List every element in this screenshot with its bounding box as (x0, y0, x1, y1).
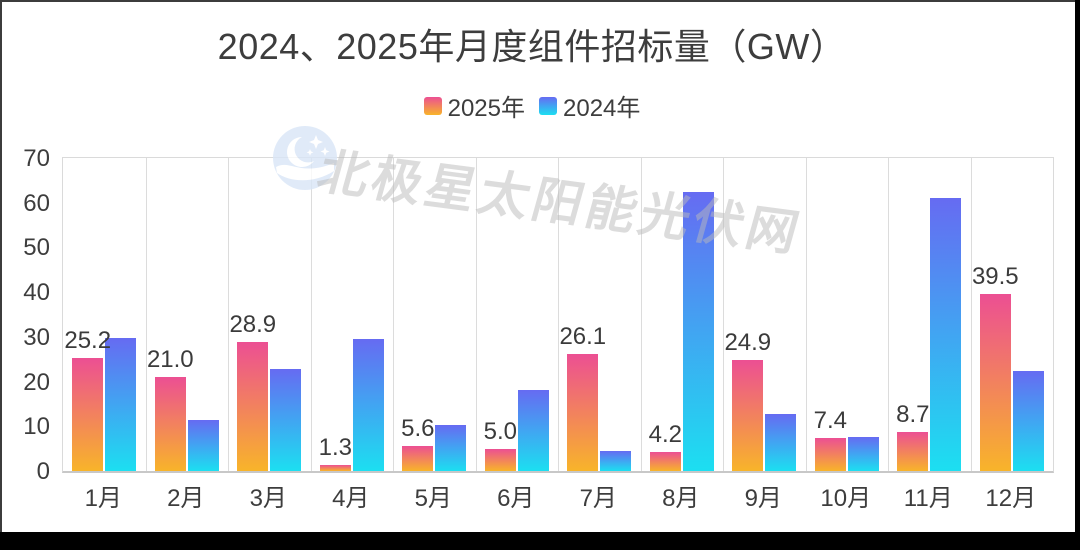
bar-2024 (930, 198, 962, 471)
bar-2025 (814, 437, 846, 471)
bar-2025 (154, 377, 186, 471)
legend: 2025年 2024年 (2, 88, 1062, 123)
x-axis-label: 8月 (662, 485, 700, 512)
y-axis-label: 30 (23, 323, 50, 351)
bar-2024 (517, 389, 549, 471)
y-axis-label: 40 (23, 279, 50, 307)
bar-2025 (649, 452, 681, 471)
legend-item-2024: 2024年 (539, 88, 640, 123)
bar-value-label: 5.6 (401, 415, 435, 442)
y-axis-label: 10 (23, 413, 50, 441)
bar-2024 (105, 337, 137, 471)
bar-value-label: 25.2 (64, 327, 112, 355)
bar-2025 (484, 448, 516, 471)
x-axis-label: 1月 (84, 485, 122, 512)
chart-title: 2024、2025年月度组件招标量（GW） (217, 26, 847, 67)
y-axis-label: 50 (23, 234, 50, 262)
legend-swatch-2025 (423, 96, 442, 115)
x-axis-label: 9月 (744, 485, 782, 512)
gridline (805, 158, 807, 471)
x-axis: 1月 2月 3月 4月 5月 6月 7月 8月 9月 10月 11月 12月 (62, 485, 1054, 515)
bar-value-label: 28.9 (229, 310, 277, 338)
gridline (310, 158, 312, 471)
gridline (970, 158, 972, 471)
gridline (475, 158, 477, 471)
x-axis-label: 4月 (332, 485, 370, 512)
bar-2024 (270, 369, 302, 471)
bar-2025 (897, 432, 929, 471)
bar-value-label: 21.0 (146, 346, 194, 374)
bar-2024 (352, 338, 384, 471)
bar-2025 (567, 354, 599, 471)
legend-label-2025: 2025年 (447, 95, 525, 122)
bar-value-label: 5.0 (483, 417, 517, 445)
x-axis-label: 10月 (820, 485, 872, 512)
bar-value-label: 7.4 (813, 406, 847, 434)
gridline (723, 158, 724, 471)
bar-value-label: 4.2 (648, 421, 682, 449)
gridline (888, 158, 889, 471)
x-axis-label: 5月 (414, 485, 452, 512)
y-axis: 0 10 20 30 40 50 60 70 (2, 146, 50, 485)
y-axis-label: 70 (23, 145, 50, 172)
bar-2024 (682, 191, 714, 471)
x-axis-label: 2月 (167, 485, 205, 512)
bar-2025 (732, 359, 764, 471)
bar-value-label: 8.7 (896, 401, 930, 429)
bar-2025 (979, 294, 1011, 471)
x-axis-label: 6月 (497, 485, 535, 512)
x-axis-label: 11月 (903, 485, 953, 512)
legend-swatch-2024 (539, 96, 557, 115)
bar-value-label: 39.5 (971, 263, 1019, 291)
bar-2024 (765, 413, 797, 471)
bar-2024 (600, 450, 632, 471)
chart-container: 2024、2025年月度组件招标量（GW） 2025年 2024年 0 10 20 3… (0, 0, 1075, 532)
plot-area: 25.2 21.0 28.9 1.3 5.6 5.0 26.1 4.2 24.9 7.4 8.7 39… (62, 157, 1054, 473)
bar-2024 (1012, 370, 1044, 471)
x-axis-label: 7月 (579, 485, 617, 512)
x-axis-label: 3月 (249, 485, 287, 512)
gridline (558, 158, 559, 471)
bar-2024 (435, 425, 467, 471)
x-axis-label: 12月 (985, 485, 1037, 512)
bar-2024 (187, 420, 219, 471)
bar-value-label: 26.1 (559, 323, 607, 351)
bar-2025 (319, 465, 351, 471)
legend-label-2024: 2024年 (563, 95, 641, 122)
bar-2025 (237, 341, 269, 471)
bar-value-label: 1.3 (318, 434, 352, 462)
gridline (228, 158, 229, 471)
y-axis-label: 0 (36, 458, 50, 485)
y-axis-label: 20 (23, 368, 50, 396)
bar-2024 (847, 436, 879, 471)
y-axis-label: 60 (23, 189, 50, 217)
gridline (393, 158, 394, 471)
bar-2025 (402, 446, 434, 471)
gridline (145, 158, 147, 471)
legend-item-2025: 2025年 (423, 88, 525, 123)
bar-value-label: 24.9 (724, 328, 772, 356)
bar-2025 (72, 358, 104, 471)
gridline (640, 158, 642, 471)
